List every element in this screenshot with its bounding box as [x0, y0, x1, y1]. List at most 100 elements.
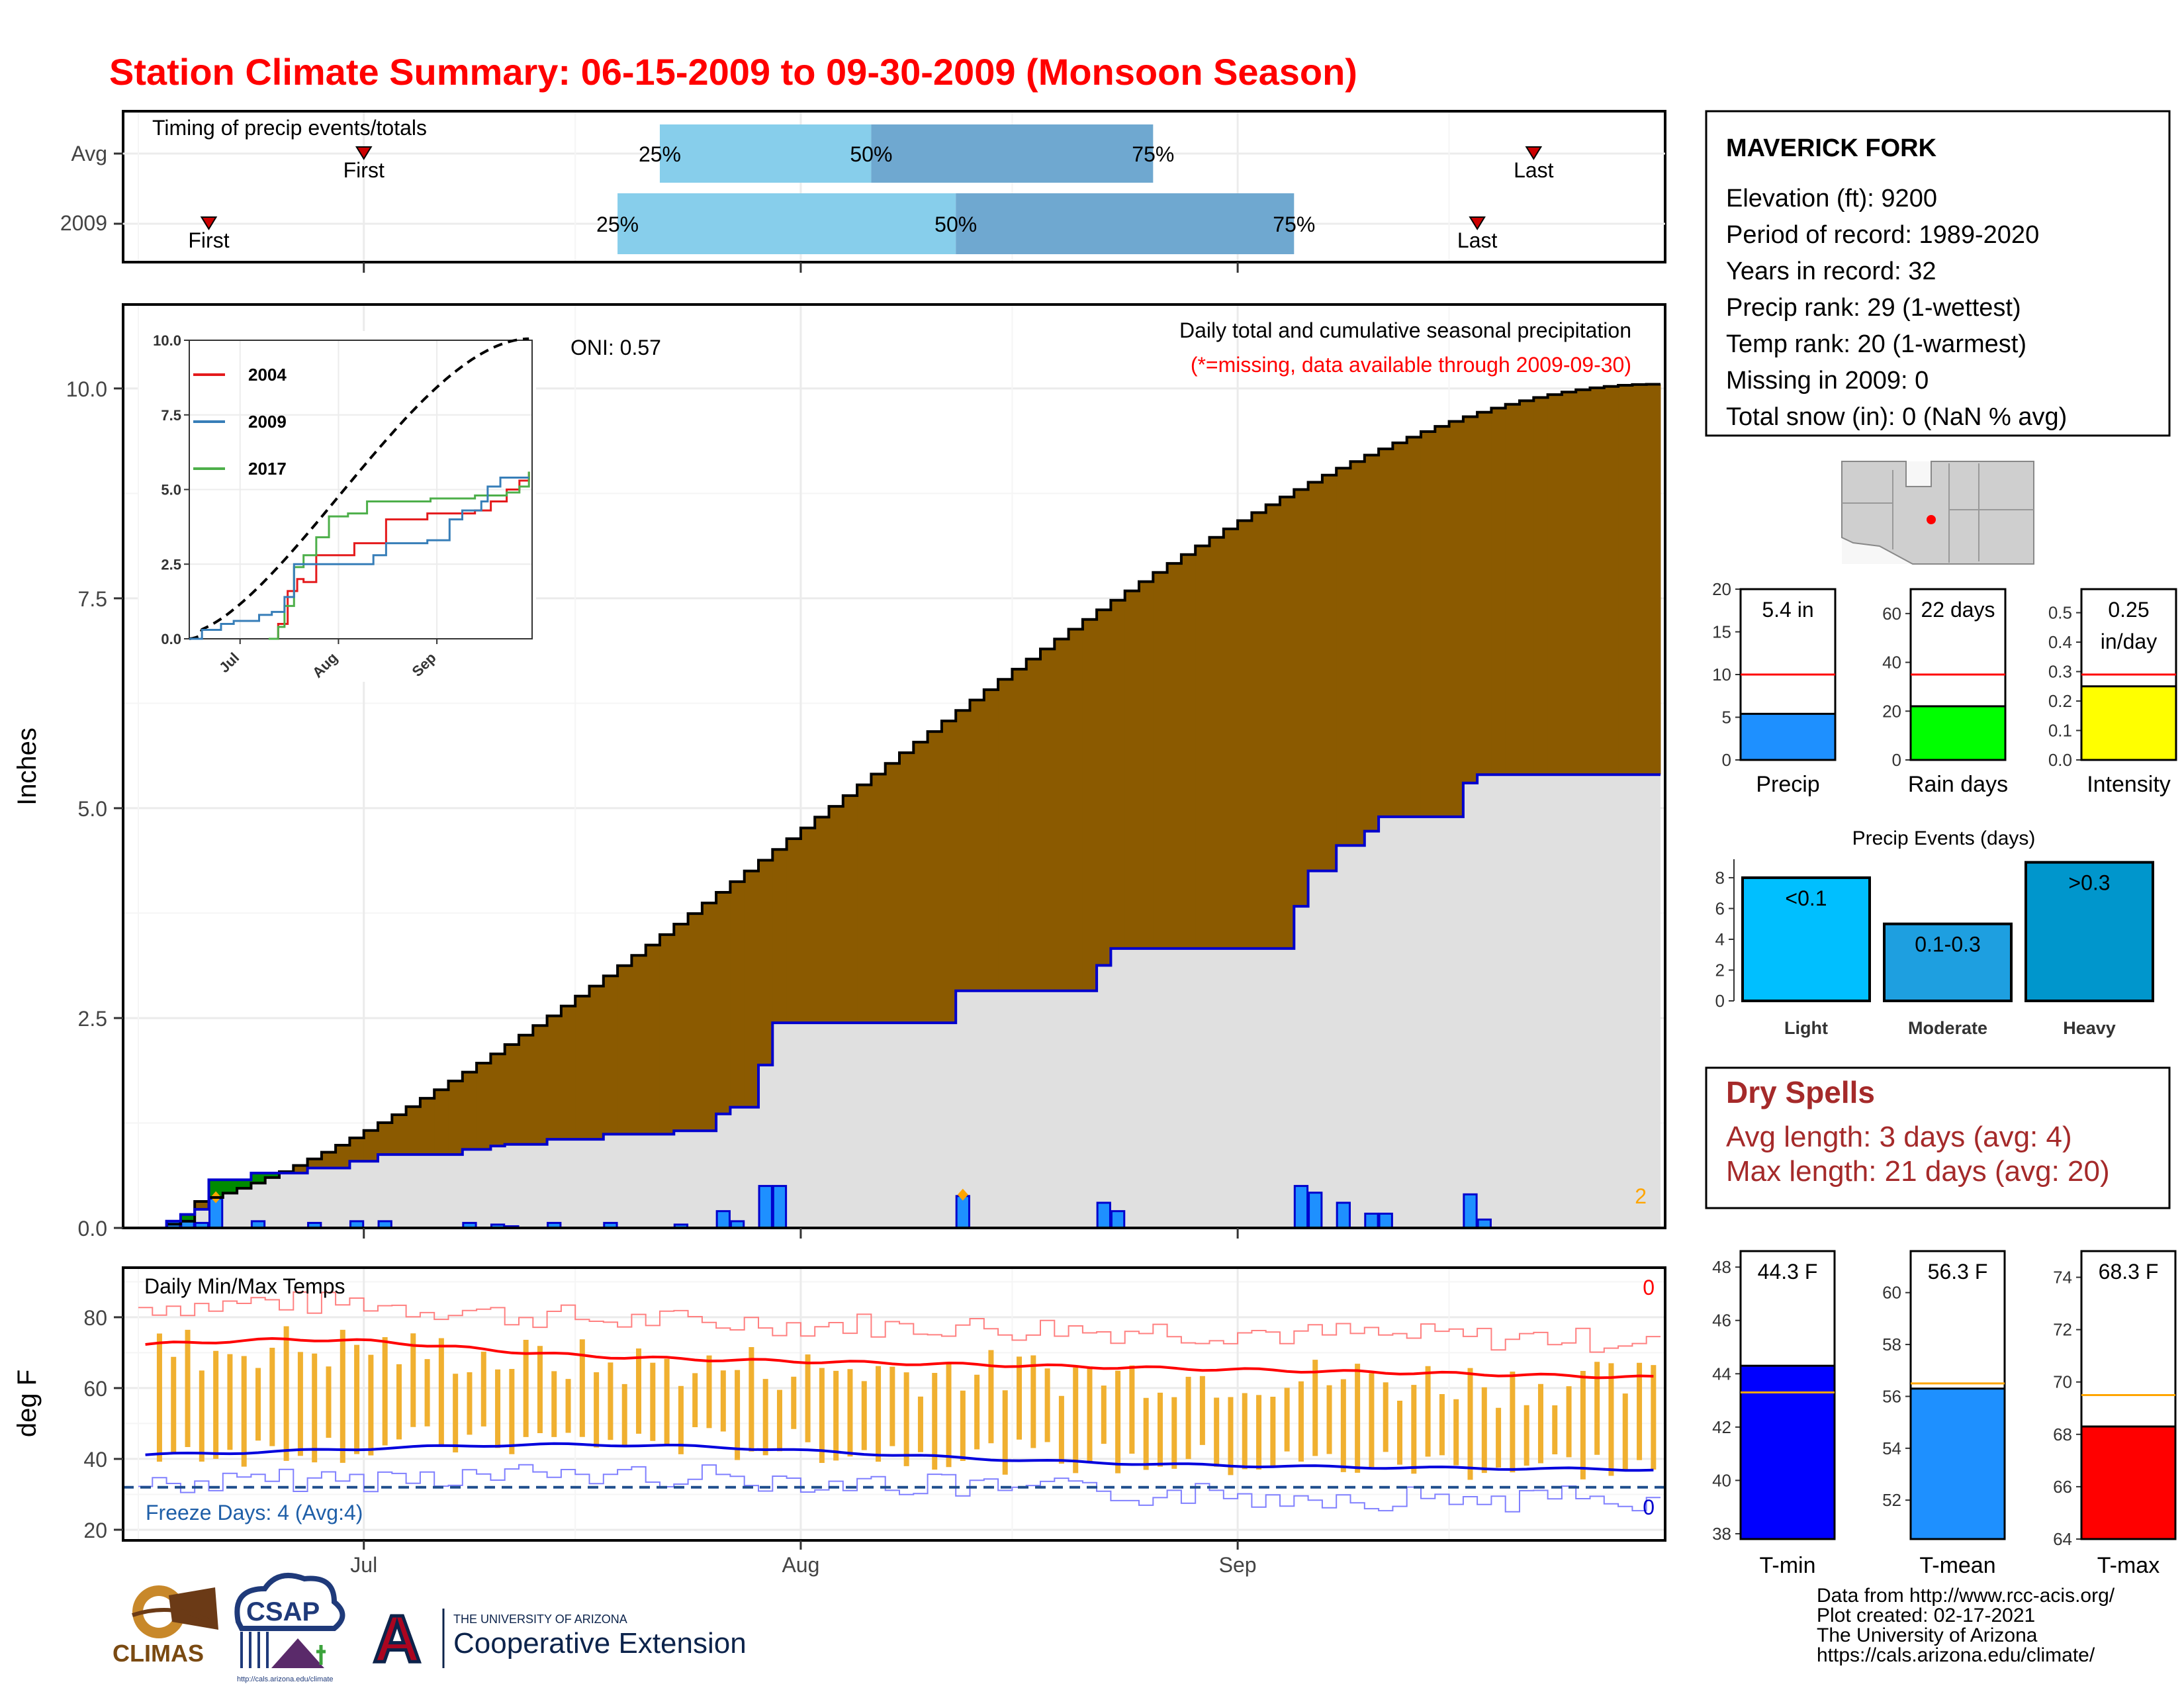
inset-legend-label: 2004	[248, 365, 287, 385]
dry-spells-max: Max length: 21 days (avg: 20)	[1726, 1155, 2110, 1188]
inset-avg-line	[189, 337, 529, 640]
ua-logo: A THE UNIVERSITY OF ARIZONA Cooperative …	[361, 1601, 747, 1678]
deficit-area	[1082, 619, 1097, 991]
mini-y-tick-label: 5	[1722, 708, 1731, 727]
deficit-area	[983, 689, 999, 991]
missing-marker	[957, 1188, 968, 1201]
surplus-area	[208, 1180, 224, 1198]
deficit-area	[970, 700, 985, 991]
deficit-area	[490, 1054, 506, 1147]
deficit-area	[716, 892, 731, 1114]
temp-y-tick-label: 40	[83, 1448, 107, 1472]
deficit-area	[1477, 412, 1492, 775]
dry-spells-box: Dry Spells Avg length: 3 days (avg: 4) M…	[1705, 1066, 2171, 1209]
deficit-area	[1068, 629, 1083, 991]
deficit-area	[363, 1130, 379, 1162]
deficit-area	[420, 1098, 435, 1155]
station-name: MAVERICK FORK	[1726, 134, 1937, 162]
inset-y-tick-label: 2.5	[161, 556, 181, 573]
mini-y-tick-label: 0	[1722, 750, 1731, 770]
deficit-area	[1646, 384, 1661, 775]
timing-bar-50-75	[956, 193, 1295, 254]
daily-precip-bar	[1336, 1201, 1351, 1229]
temp-bar-y-tick-label: 70	[2053, 1372, 2072, 1392]
temp-bar-value-text: 56.3 F	[1928, 1260, 1988, 1284]
events-bar	[1741, 876, 1871, 1003]
mini-y-tick-label: 20	[1712, 579, 1731, 599]
deficit-area	[913, 742, 929, 1023]
deficit-area	[1576, 389, 1591, 775]
deficit-area	[772, 849, 788, 1023]
timing-row-label-avg: Avg	[71, 142, 107, 165]
deficit-area	[941, 721, 956, 1023]
deficit-area	[1265, 504, 1281, 949]
deficit-area	[758, 860, 773, 1065]
precip-caption: Daily total and cumulative seasonal prec…	[1179, 318, 1631, 342]
footer: Data from http://www.rcc-acis.org/ Plot …	[113, 1573, 2115, 1683]
deficit-area	[1505, 404, 1520, 775]
deficit-area	[1181, 554, 1196, 949]
events-bar-range: <0.1	[1785, 886, 1827, 910]
deficit-area	[899, 753, 914, 1023]
dry-spells-title: Dry Spells	[1726, 1075, 1875, 1109]
temp-bar-y-tick-label: 72	[2053, 1320, 2072, 1340]
temp-bar-y-tick-label: 46	[1712, 1311, 1731, 1331]
deficit-area	[1590, 387, 1605, 775]
inset-legend-label: 2009	[248, 412, 287, 432]
avg-min-line	[145, 1442, 1654, 1472]
deficit-area	[1547, 395, 1563, 775]
timing-last-marker	[1525, 146, 1543, 160]
deficit-area	[477, 1062, 491, 1150]
deficit-area	[857, 784, 872, 1023]
timing-last-label: Last	[1457, 228, 1498, 252]
mini-y-tick-label: 20	[1882, 701, 1901, 721]
deficit-area	[336, 1145, 350, 1168]
temp-chart: 20 40 60 80 Jul Aug Sep Daily Min/Max Temps Fr…	[13, 1266, 1666, 1577]
mini-y-tick-label: 0.4	[2048, 632, 2072, 652]
climas-logo: CLIMAS	[113, 1585, 218, 1667]
timing-p75-label: 75%	[1132, 142, 1174, 166]
mini-y-tick-label: 0.3	[2048, 662, 2072, 682]
deficit-area	[561, 1006, 576, 1140]
timing-row-label-2009: 2009	[60, 211, 107, 235]
footer-line: The University of Arizona	[1817, 1624, 2038, 1646]
missing-note: (*=missing, data available through 2009-…	[1191, 353, 1631, 377]
x-tick-label: Sep	[1219, 1553, 1257, 1577]
deficit-area	[1097, 610, 1111, 966]
temp-bar-y-tick-label: 54	[1882, 1438, 1901, 1458]
deficit-area	[631, 955, 647, 1135]
temp-bar-y-tick-label: 38	[1712, 1524, 1731, 1544]
cumulative-avg-line	[166, 383, 1661, 1226]
events-bar	[2025, 861, 2154, 1003]
deficit-area	[659, 934, 674, 1135]
mini-y-tick-label: 60	[1882, 604, 1901, 624]
timing-first-label: First	[188, 228, 229, 252]
temp-bar-y-tick-label: 44	[1712, 1364, 1731, 1383]
inset-y-tick-label: 10.0	[153, 332, 181, 349]
temp-bar-label: T-min	[1760, 1553, 1816, 1578]
deficit-area	[1054, 639, 1069, 991]
ua-logo-big: Cooperative Extension	[453, 1627, 747, 1660]
temp-bar-value-text: 68.3 F	[2099, 1260, 2159, 1284]
mini-bar-value	[1739, 712, 1837, 761]
precip-ylabel: Inches	[13, 727, 42, 806]
station-line: Total snow (in): 0 (NaN % avg)	[1726, 403, 2067, 431]
station-line: Years in record: 32	[1726, 258, 1936, 285]
deficit-area	[1379, 449, 1393, 817]
mini-y-tick-label: 10	[1712, 665, 1731, 684]
events-bar-range: 0.1-0.3	[1915, 933, 1981, 957]
deficit-area	[575, 996, 590, 1140]
deficit-area	[674, 924, 689, 1131]
mini-y-tick-label: 40	[1882, 653, 1901, 673]
deficit-area	[1604, 386, 1619, 775]
deficit-area	[617, 965, 632, 1135]
temp-bar-y-tick-label: 42	[1712, 1417, 1731, 1437]
deficit-area	[1251, 512, 1267, 949]
climas-logo-text: CLIMAS	[113, 1640, 204, 1667]
ua-logo-small: THE UNIVERSITY OF ARIZONA	[453, 1613, 627, 1626]
x-tick-label: Jul	[350, 1553, 377, 1577]
deficit-area	[504, 1045, 520, 1145]
deficit-area	[1012, 669, 1027, 991]
footer-line: Plot created: 02-17-2021	[1817, 1605, 2035, 1626]
